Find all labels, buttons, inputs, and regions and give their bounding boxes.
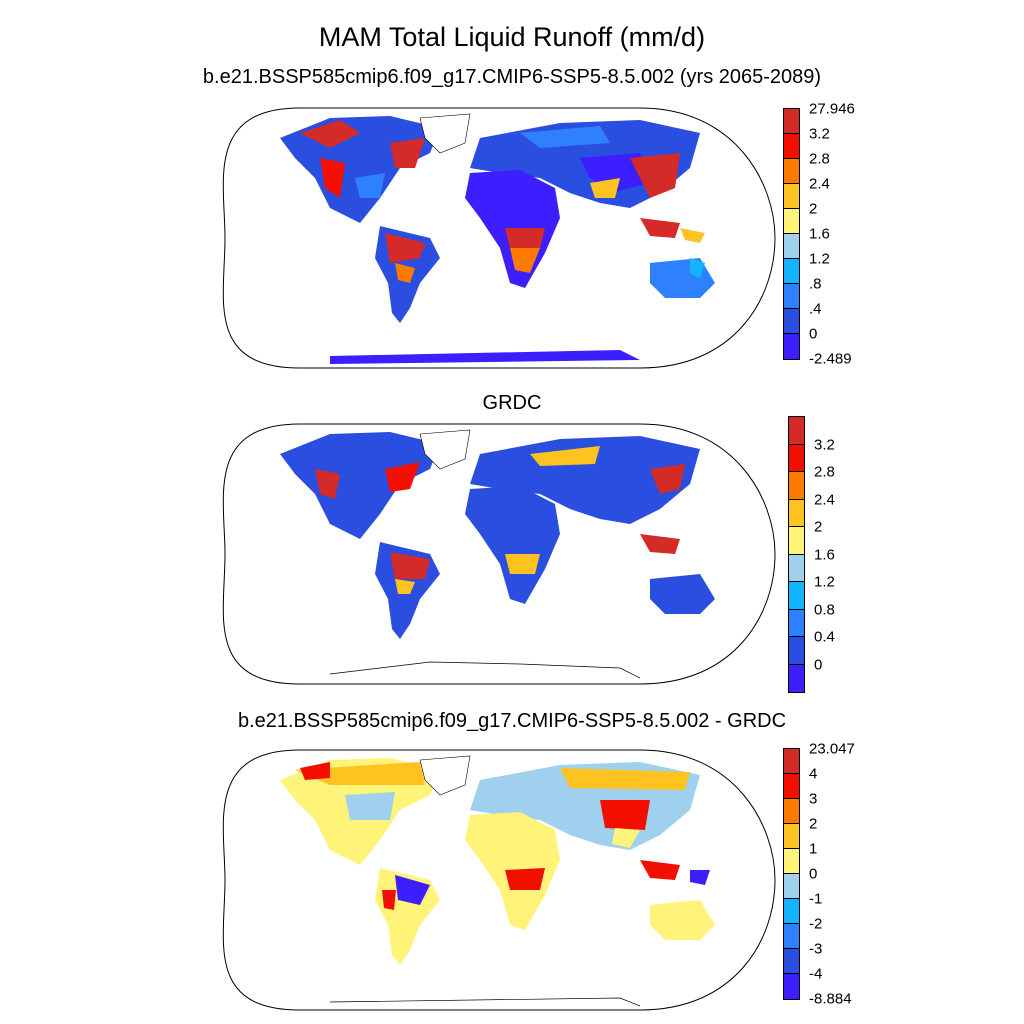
- colorbar-tick-label: 2: [814, 518, 823, 536]
- colorbar-tick-label: 4: [809, 765, 818, 783]
- antarctica: [330, 350, 640, 364]
- colorbar-segment: [784, 284, 799, 309]
- colorbar-segment: [784, 949, 799, 974]
- colorbar-segment: [784, 849, 799, 874]
- colorbar-tick-label: 2.4: [809, 175, 830, 193]
- colorbar-segment: [784, 774, 799, 799]
- eurasia: [470, 436, 700, 524]
- colorbar-segment: [789, 472, 804, 500]
- greenland: [419, 113, 471, 154]
- colorbar-segment: [784, 134, 799, 159]
- colorbar-segment: [784, 749, 799, 774]
- land-runoff-field: [280, 113, 715, 364]
- colorbar-segment: [784, 899, 799, 924]
- colorbar-segment: [789, 609, 804, 637]
- colorbar-segment: [789, 444, 804, 472]
- colorbar-tick-label: -4: [809, 965, 823, 983]
- colorbar-tick-label: 0.4: [814, 628, 835, 646]
- colorbar-segment: [789, 664, 804, 692]
- antarctica-outline: [329, 661, 641, 679]
- colorbar-tick-label: -2: [809, 915, 823, 933]
- figure-title: MAM Total Liquid Runoff (mm/d): [318, 22, 706, 52]
- colorbar-tick-label: 1.2: [809, 250, 830, 268]
- land-runoff-field: [280, 429, 715, 679]
- colorbar-segment: [784, 109, 799, 134]
- colorbar-tick-label: 3.2: [814, 436, 835, 453]
- colorbar-segment: [784, 874, 799, 899]
- colorbar-segment: [784, 309, 799, 334]
- colorbar-segment: [789, 637, 804, 665]
- colorbar-tick-label: 2: [809, 200, 818, 218]
- colorbar-tick-label: 1.2: [814, 573, 835, 591]
- australia: [650, 900, 715, 940]
- map-grdc: [222, 423, 776, 685]
- greenland: [419, 755, 471, 796]
- colorbar-tick-label: 0: [814, 656, 823, 673]
- colorbar-segment: [784, 209, 799, 234]
- colorbar-segment: [789, 582, 804, 610]
- antarctica-outline: [329, 997, 641, 1007]
- colorbar-tick-label: 23.047: [809, 740, 855, 758]
- africa: [465, 486, 560, 604]
- colorbar-tick-label: 27.946: [809, 100, 855, 118]
- greenland: [419, 429, 471, 470]
- colorbar-segment: [784, 924, 799, 949]
- colorbar-tick-label: -1: [809, 890, 823, 908]
- panel-3-title: b.e21.BSSP585cmip6.f09_g17.CMIP6-SSP5-8.…: [237, 710, 787, 732]
- colorbar-segment: [784, 259, 799, 284]
- colorbar-tick-label: 1.6: [809, 225, 830, 243]
- colorbar-segment: [784, 184, 799, 209]
- colorbar-segment: [789, 499, 804, 527]
- colorbar-tick-label: 0.8: [814, 601, 835, 618]
- colorbar-tick-label: -2.489: [809, 350, 852, 368]
- colorbar-tick-label: .4: [809, 300, 822, 318]
- colorbar-tick-label: 2: [809, 815, 818, 833]
- colorbar-segment: [789, 554, 804, 582]
- panel-2-title: GRDC: [482, 392, 542, 414]
- map-model-runoff: [222, 107, 776, 369]
- colorbar-segment: [784, 799, 799, 824]
- colorbar-segment: [789, 527, 804, 555]
- colorbar-tick-label: 0: [809, 865, 818, 883]
- colorbar-segment: [784, 159, 799, 184]
- colorbar-segment: [784, 234, 799, 259]
- colorbar-tick-label: -3: [809, 940, 823, 958]
- australia: [650, 574, 715, 614]
- colorbar-tick-label: 0: [809, 325, 818, 343]
- colorbar-segment: [784, 334, 799, 359]
- colorbar-segment: [784, 824, 799, 849]
- colorbar-segment: [789, 417, 804, 445]
- north-america: [280, 432, 440, 539]
- colorbar-tick-label: 1: [809, 840, 818, 858]
- colorbar-tick-label: 1.6: [814, 546, 835, 563]
- colorbar-segment: [784, 974, 799, 999]
- colorbar-tick-label: 3.2: [809, 125, 830, 143]
- land-difference-field: [280, 755, 715, 1007]
- colorbar-tick-label: 2.4: [814, 491, 835, 508]
- colorbar-model-bar: [783, 108, 800, 360]
- colorbar-tick-label: 2.8: [809, 150, 830, 168]
- colorbar-tick-label: 2.8: [814, 463, 835, 481]
- colorbar-grdc-bar: [788, 416, 805, 693]
- colorbar-tick-label: .8: [809, 275, 822, 293]
- colorbar-difference-bar: [783, 748, 800, 1000]
- map-difference: [222, 749, 776, 1011]
- colorbar-tick-label: 3: [809, 790, 818, 808]
- colorbar-tick-label: -8.884: [809, 990, 852, 1008]
- panel-1-title: b.e21.BSSP585cmip6.f09_g17.CMIP6-SSP5-8.…: [202, 66, 822, 88]
